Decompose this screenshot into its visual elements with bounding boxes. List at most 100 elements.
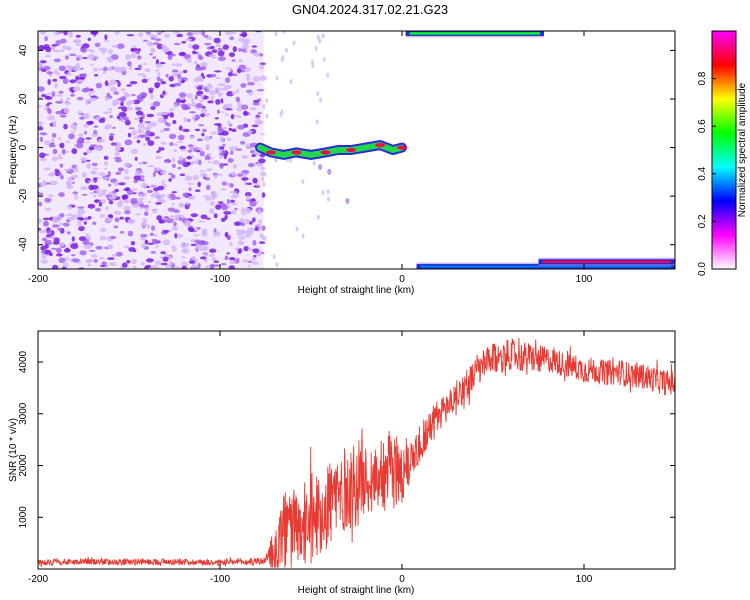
noise-dot [38, 177, 41, 180]
spectrogram-y-tick-label: 20 [18, 93, 29, 105]
snr-data-point [274, 552, 276, 555]
noise-dot [146, 41, 153, 47]
noise-dot [253, 185, 260, 188]
noise-dot [104, 34, 108, 40]
noise-dot [141, 182, 148, 189]
noise-dot [214, 123, 222, 126]
noise-dot [127, 230, 134, 237]
noise-dot [124, 245, 130, 249]
noise-dot [186, 161, 191, 166]
spectrogram-x-tick-label: -100 [210, 274, 230, 285]
noise-dot [57, 227, 63, 231]
snr-data-point [665, 382, 667, 384]
noise-dot [75, 43, 84, 47]
noise-dot [217, 125, 223, 131]
noise-dot [205, 195, 211, 202]
noise-dot [241, 48, 247, 52]
noise-dot [260, 166, 266, 171]
snr-data-point [474, 374, 476, 376]
sparse-dot [263, 236, 267, 242]
noise-dot [194, 117, 199, 121]
snr-plot-area [38, 338, 675, 568]
noise-dot [102, 66, 108, 72]
spectrogram-y-tick-label: -40 [18, 237, 29, 252]
noise-dot [61, 266, 67, 269]
noise-dot [249, 201, 257, 207]
snr-data-point [428, 428, 430, 430]
noise-dot [219, 136, 224, 143]
noise-dot [179, 92, 187, 98]
noise-dot [186, 93, 193, 99]
noise-dot [234, 221, 242, 226]
noise-dot [47, 102, 53, 105]
noise-dot [64, 257, 70, 261]
noise-dot [202, 128, 207, 133]
noise-dot [40, 181, 47, 187]
noise-dot [133, 175, 142, 181]
noise-dot [218, 83, 227, 87]
noise-dot [55, 110, 64, 115]
noise-dot [52, 49, 61, 53]
sparse-dot [282, 31, 286, 34]
noise-dot [152, 171, 156, 178]
noise-dot [252, 177, 258, 184]
noise-dot [113, 225, 119, 229]
noise-dot [75, 167, 79, 172]
noise-dot [125, 54, 132, 61]
noise-dot [139, 92, 148, 97]
noise-dot [178, 125, 183, 131]
snr-x-axis-label: Height of straight line (km) [298, 585, 415, 596]
noise-dot [40, 31, 46, 35]
noise-dot [108, 107, 113, 111]
noise-dot [198, 124, 205, 127]
noise-dot [227, 72, 233, 77]
noise-dot [227, 120, 231, 125]
noise-dot [111, 253, 117, 257]
noise-dot [87, 54, 96, 60]
noise-dot [50, 235, 56, 240]
spectrogram-x-tick-label: 100 [576, 274, 593, 285]
noise-dot [181, 40, 187, 44]
noise-dot [154, 136, 160, 139]
noise-dot [93, 258, 98, 263]
noise-dot [200, 108, 207, 114]
noise-dot [132, 188, 138, 192]
noise-dot [52, 224, 60, 228]
noise-dot [187, 118, 191, 123]
noise-dot [188, 187, 192, 192]
noise-dot [45, 95, 50, 99]
noise-dot [57, 154, 62, 158]
noise-dot [123, 176, 131, 180]
noise-dot [182, 192, 189, 198]
noise-dot [191, 101, 196, 108]
noise-dot [76, 57, 80, 61]
snr-data-point [574, 366, 576, 368]
noise-dot [98, 67, 104, 71]
noise-dot [234, 207, 238, 211]
noise-dot [260, 132, 265, 135]
snr-data-point [337, 493, 339, 495]
noise-dot [71, 254, 76, 257]
noise-dot [114, 31, 120, 35]
noise-dot [46, 71, 53, 75]
noise-dot [178, 77, 182, 83]
noise-dot [93, 194, 97, 198]
colorbar-tick-label: 0.0 [697, 262, 708, 276]
noise-dot [38, 227, 42, 231]
noise-dot [181, 265, 187, 269]
noise-dot [252, 248, 260, 254]
noise-dot [241, 177, 249, 181]
snr-data-point [437, 415, 439, 417]
noise-dot [194, 239, 201, 244]
noise-dot [229, 146, 236, 151]
noise-dot [104, 124, 112, 130]
noise-dot [190, 243, 197, 247]
snr-data-point [628, 374, 631, 376]
snr-data-point [310, 519, 312, 521]
noise-dot [143, 39, 148, 42]
snr-data-point [264, 560, 267, 562]
noise-dot [71, 236, 75, 242]
noise-dot [47, 115, 56, 121]
noise-dot [173, 209, 180, 214]
noise-dot [55, 100, 63, 104]
